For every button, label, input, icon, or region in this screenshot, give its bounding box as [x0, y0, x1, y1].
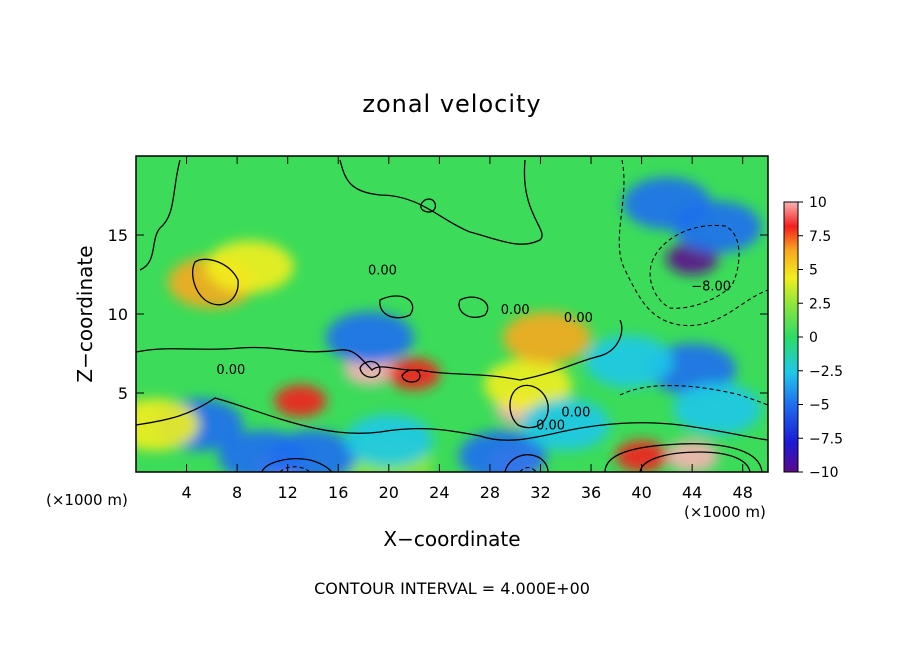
colorbar-tick-label: 7.5 — [809, 229, 831, 245]
colorbar-tick-label: −2.5 — [809, 364, 843, 380]
colorbar-tick-label: −7.5 — [809, 431, 843, 447]
y-tick-label: 5 — [118, 384, 128, 403]
x-tick-label: 16 — [328, 483, 348, 502]
contour-neg-bottom — [279, 466, 537, 472]
velocity-field — [136, 177, 762, 472]
y-axis-label: Z−coordinate — [73, 245, 97, 382]
x-tick-label: 48 — [733, 483, 753, 502]
field-feature-6 — [205, 240, 294, 293]
colorbar: 10 7.5 5 2.5 0 −2.5 −5 −7.5 −10 — [783, 195, 843, 481]
contour-label: 0.00 — [561, 406, 590, 421]
colorbar-tick-label: −10 — [809, 465, 839, 481]
contour-zero-low — [136, 397, 768, 441]
contour-label: 0.00 — [216, 363, 245, 378]
field-feature-25 — [136, 398, 199, 451]
contour-neg-blue-region — [618, 159, 768, 327]
contour-label: 0.00 — [536, 418, 565, 433]
contour-pos-bottom-right-inner — [639, 451, 751, 472]
x-tick-label: 24 — [429, 483, 449, 502]
y-axis-ticks: 5 10 15 — [108, 226, 768, 403]
contour-zero-loop-left — [192, 258, 239, 306]
x-unit-left: (×1000 m) — [46, 491, 128, 509]
field-feature-21 — [458, 430, 547, 472]
contour-label: 0.00 — [501, 303, 530, 318]
x-tick-label: 32 — [530, 483, 550, 502]
contour-zero-islands — [379, 198, 489, 319]
contour-zero-upper-band — [339, 159, 543, 245]
x-tick-label: 8 — [232, 483, 242, 502]
colorbar-gradient — [783, 201, 799, 473]
contour-label: 0.00 — [368, 264, 397, 279]
x-tick-label: 40 — [631, 483, 651, 502]
colorbar-tick-label: −5 — [809, 398, 830, 414]
chart-title: zonal velocity — [362, 90, 541, 118]
contour-lines — [136, 159, 768, 472]
field-feature-2 — [622, 177, 711, 230]
contour-pos-bottom-left — [261, 458, 333, 472]
colorbar-tick-label: 2.5 — [809, 296, 831, 312]
field-feature-26 — [673, 382, 762, 435]
field-feature-14 — [615, 440, 668, 472]
field-feature-24 — [521, 398, 610, 451]
contour-interval-text: CONTOUR INTERVAL = 4.000E+00 — [314, 579, 590, 598]
field-feature-12 — [502, 311, 591, 364]
x-tick-label: 20 — [379, 483, 399, 502]
colorbar-tick-label: 0 — [809, 330, 818, 346]
x-axis-label: X−coordinate — [383, 527, 520, 551]
x-tick-label: 28 — [480, 483, 500, 502]
contour-pos-small-1 — [359, 360, 381, 378]
x-tick-label: 4 — [181, 483, 191, 502]
x-unit-right: (×1000 m) — [684, 503, 766, 521]
field-feature-22 — [325, 311, 414, 364]
plot-area: 0.000.000.000.000.000.00−8.00 — [136, 156, 768, 472]
contour-lines-negative — [279, 159, 768, 472]
contour-pos-red — [509, 384, 549, 429]
contour-zero-upper — [139, 159, 181, 271]
field-feature-23 — [344, 414, 433, 467]
contour-label: −8.00 — [691, 279, 731, 294]
field-feature-7 — [274, 384, 327, 417]
contour-labels: 0.000.000.000.000.000.00−8.00 — [216, 264, 731, 434]
colorbar-ticks: 10 7.5 5 2.5 0 −2.5 −5 −7.5 −10 — [798, 195, 843, 481]
x-tick-label: 12 — [278, 483, 298, 502]
contour-neg-8 — [649, 224, 740, 309]
contour-pos-small-2 — [401, 369, 421, 383]
contour-pos-bottom-right — [604, 443, 763, 472]
field-feature-4 — [584, 335, 673, 388]
y-tick-label: 10 — [108, 305, 128, 324]
x-tick-label: 44 — [682, 483, 702, 502]
field-feature-13 — [666, 440, 719, 472]
x-tick-label: 36 — [581, 483, 601, 502]
y-tick-label: 15 — [108, 226, 128, 245]
field-feature-20 — [268, 430, 357, 472]
field-feature-11 — [388, 358, 441, 391]
colorbar-tick-label: 5 — [809, 263, 818, 279]
contour-zero-mid — [136, 319, 623, 381]
x-axis-ticks: 4 8 12 16 20 24 28 32 36 40 44 48 — [181, 156, 753, 502]
contour-pos-bottom-mid — [504, 454, 549, 472]
colorbar-tick-label: 10 — [809, 195, 827, 211]
contour-label: 0.00 — [564, 311, 593, 326]
